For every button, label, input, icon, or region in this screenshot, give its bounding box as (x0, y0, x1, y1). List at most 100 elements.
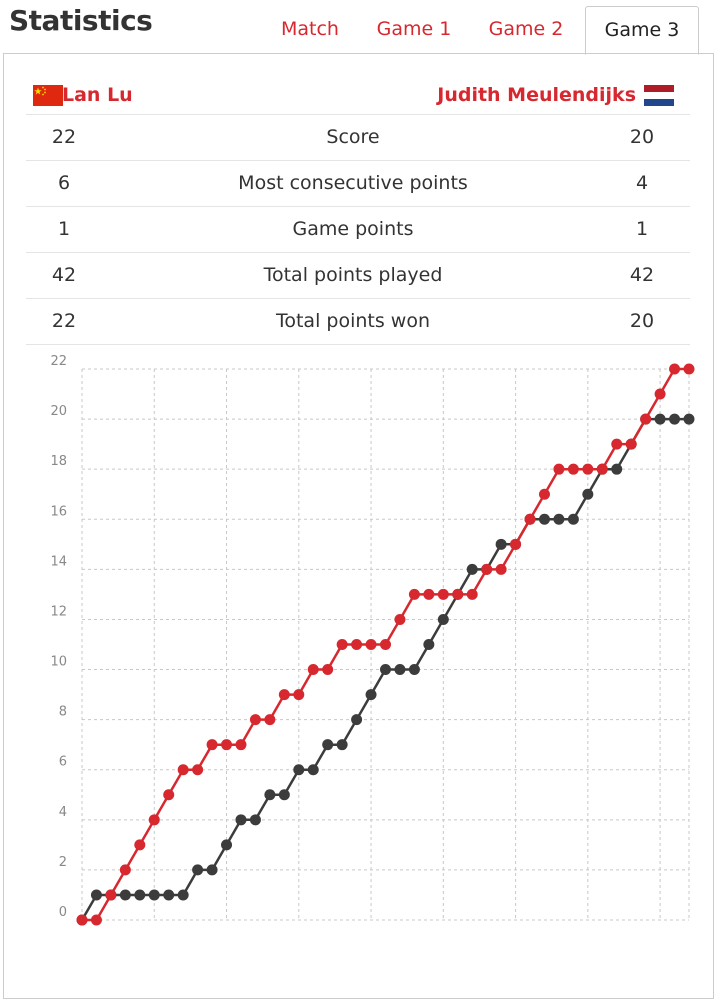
stat-left-value: 42 (51, 264, 77, 286)
data-point (206, 864, 218, 876)
data-point (278, 689, 290, 701)
data-point (538, 513, 550, 525)
y-tick-label: 8 (59, 705, 67, 720)
data-point (322, 664, 334, 676)
y-tick-label: 16 (50, 504, 67, 519)
stats-table: 22 Score 20 6 Most consecutive points 4 … (26, 114, 690, 345)
data-point (119, 864, 131, 876)
data-point (669, 363, 681, 375)
data-point (293, 689, 305, 701)
data-point (423, 588, 435, 600)
data-point (90, 914, 102, 926)
data-point (278, 789, 290, 801)
data-point (611, 463, 623, 475)
page-title: Statistics (9, 4, 153, 37)
y-tick-label: 4 (59, 805, 67, 820)
data-point (683, 413, 695, 425)
data-point (365, 689, 377, 701)
stat-right-value: 42 (629, 264, 655, 286)
y-tick-label: 0 (59, 905, 67, 920)
data-point (221, 839, 233, 851)
data-point (495, 563, 507, 575)
data-point (510, 538, 522, 550)
data-point (538, 488, 550, 500)
data-point (394, 613, 406, 625)
data-point (105, 889, 117, 901)
data-point (76, 914, 88, 926)
data-point (437, 588, 449, 600)
table-row: 22 Score 20 (26, 114, 690, 160)
data-point (452, 588, 464, 600)
data-point (148, 814, 160, 826)
data-point (221, 739, 233, 751)
data-point (134, 839, 146, 851)
stat-right-value: 1 (635, 218, 649, 240)
y-tick-label: 14 (50, 554, 67, 569)
y-tick-label: 6 (59, 755, 67, 770)
stat-label: Most consecutive points (238, 172, 468, 194)
data-point (177, 889, 189, 901)
data-point (249, 714, 261, 726)
table-row: 22 Total points won 20 (26, 298, 690, 345)
data-point (640, 413, 652, 425)
data-point (524, 513, 536, 525)
data-point (148, 889, 160, 901)
stat-right-value: 4 (635, 172, 649, 194)
stat-label: Total points played (263, 264, 443, 286)
tab-game-1[interactable]: Game 1 (376, 18, 452, 40)
data-point (654, 388, 666, 400)
data-point (307, 764, 319, 776)
data-point (351, 639, 363, 650)
data-point (466, 563, 478, 575)
player-right-name[interactable]: Judith Meulendijks (437, 84, 636, 106)
data-point (264, 789, 276, 801)
data-point (466, 588, 478, 600)
tab-game-2[interactable]: Game 2 (488, 18, 564, 40)
tab-game-3[interactable]: Game 3 (585, 6, 699, 55)
data-point (235, 739, 247, 751)
data-point (322, 739, 334, 751)
data-point (495, 538, 507, 550)
data-point (336, 739, 348, 751)
stat-left-value: 22 (51, 126, 77, 148)
stat-left-value: 6 (57, 172, 71, 194)
y-tick-label: 22 (50, 354, 67, 369)
stat-right-value: 20 (629, 310, 655, 332)
data-point (481, 563, 493, 575)
data-point (249, 814, 261, 826)
stat-left-value: 22 (51, 310, 77, 332)
player-left-name[interactable]: Lan Lu (62, 84, 133, 106)
players-row: Lan Lu Judith Meulendijks (26, 80, 690, 114)
points-progression-chart: 0 2 4 6 8 10 12 14 16 18 20 22 (50, 354, 695, 926)
data-point (596, 463, 608, 475)
data-point (380, 664, 391, 676)
data-point (567, 463, 579, 475)
y-tick-label: 10 (50, 655, 67, 670)
header: Statistics Match Game 1 Game 2 Game 3 (0, 0, 720, 55)
table-row: 6 Most consecutive points 4 (26, 160, 690, 206)
data-point (206, 739, 218, 751)
data-point (90, 889, 102, 901)
data-point (351, 714, 363, 726)
data-point (163, 889, 175, 901)
data-point (235, 814, 247, 826)
statistics-panel (3, 53, 714, 999)
data-point (423, 639, 435, 650)
data-point (365, 639, 377, 650)
data-point (394, 664, 406, 676)
data-point (582, 488, 594, 500)
stat-label: Score (326, 126, 380, 148)
stat-label: Total points won (275, 310, 430, 332)
china-flag-icon (33, 85, 63, 106)
data-point (293, 764, 305, 776)
data-point (408, 664, 420, 676)
data-point (307, 664, 319, 676)
y-tick-label: 20 (50, 404, 67, 419)
data-point (336, 639, 348, 650)
data-point (567, 513, 579, 525)
stat-label: Game points (292, 218, 414, 240)
tab-match[interactable]: Match (281, 18, 339, 40)
data-point (192, 764, 204, 776)
data-point (669, 413, 681, 425)
data-point (163, 789, 175, 801)
